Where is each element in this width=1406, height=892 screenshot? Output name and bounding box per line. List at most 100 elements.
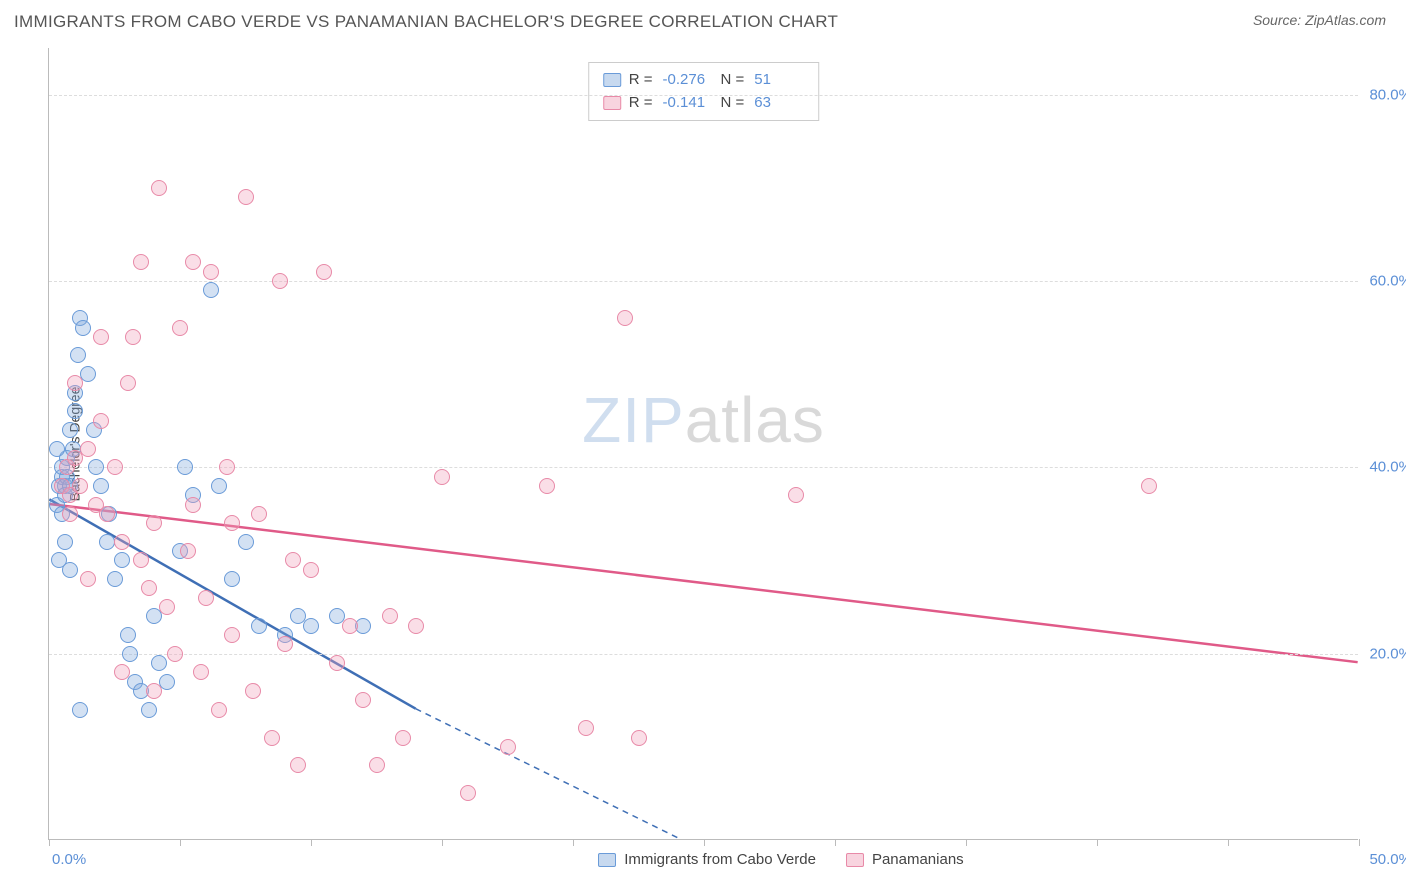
data-point: [382, 608, 398, 624]
data-point: [355, 692, 371, 708]
x-tick: [966, 839, 967, 846]
data-point: [80, 441, 96, 457]
source-label: Source: ZipAtlas.com: [1253, 12, 1386, 28]
data-point: [72, 702, 88, 718]
legend-label-pink: Panamanians: [872, 851, 964, 868]
swatch-pink-icon: [846, 853, 864, 867]
y-tick-label: 60.0%: [1369, 272, 1406, 289]
data-point: [114, 534, 130, 550]
x-tick: [180, 839, 181, 846]
data-point: [133, 254, 149, 270]
data-point: [107, 571, 123, 587]
x-tick: [1228, 839, 1229, 846]
data-point: [1141, 478, 1157, 494]
data-point: [151, 655, 167, 671]
data-point: [316, 264, 332, 280]
data-point: [125, 329, 141, 345]
stat-r-label: R =: [629, 69, 653, 92]
data-point: [180, 543, 196, 559]
data-point: [70, 347, 86, 363]
data-point: [107, 459, 123, 475]
data-point: [185, 254, 201, 270]
data-point: [631, 730, 647, 746]
data-point: [193, 664, 209, 680]
data-point: [172, 320, 188, 336]
data-point: [93, 329, 109, 345]
data-point: [146, 515, 162, 531]
data-point: [369, 757, 385, 773]
data-point: [88, 459, 104, 475]
data-point: [114, 664, 130, 680]
x-tick: [1097, 839, 1098, 846]
data-point: [617, 310, 633, 326]
data-point: [93, 478, 109, 494]
watermark: ZIPatlas: [582, 383, 825, 457]
x-tick: [311, 839, 312, 846]
gridline: [49, 654, 1358, 655]
stat-n-value-blue: 51: [754, 69, 804, 92]
legend-item-blue: Immigrants from Cabo Verde: [598, 851, 816, 868]
data-point: [120, 627, 136, 643]
data-point: [460, 785, 476, 801]
x-tick: [1359, 839, 1360, 846]
data-point: [67, 403, 83, 419]
data-point: [122, 646, 138, 662]
regression-lines: [49, 48, 1358, 839]
data-point: [99, 506, 115, 522]
data-point: [167, 646, 183, 662]
data-point: [49, 441, 65, 457]
x-tick: [704, 839, 705, 846]
gridline: [49, 95, 1358, 96]
data-point: [146, 683, 162, 699]
data-point: [203, 264, 219, 280]
x-axis-min-label: 0.0%: [52, 851, 86, 868]
data-point: [203, 282, 219, 298]
data-point: [62, 506, 78, 522]
x-axis-max-label: 50.0%: [1369, 851, 1406, 868]
data-point: [114, 552, 130, 568]
data-point: [185, 497, 201, 513]
data-point: [264, 730, 280, 746]
data-point: [408, 618, 424, 634]
x-tick: [49, 839, 50, 846]
data-point: [329, 655, 345, 671]
data-point: [62, 562, 78, 578]
data-point: [290, 757, 306, 773]
data-point: [251, 618, 267, 634]
data-point: [342, 618, 358, 634]
data-point: [224, 627, 240, 643]
data-point: [285, 552, 301, 568]
legend-stats: R = -0.276 N = 51 R = -0.141 N = 63: [588, 62, 820, 121]
stat-n-label: N =: [721, 69, 745, 92]
data-point: [500, 739, 516, 755]
swatch-pink-icon: [603, 96, 621, 110]
data-point: [211, 702, 227, 718]
gridline: [49, 281, 1358, 282]
data-point: [72, 478, 88, 494]
data-point: [303, 618, 319, 634]
data-point: [219, 459, 235, 475]
data-point: [578, 720, 594, 736]
y-tick-label: 80.0%: [1369, 86, 1406, 103]
data-point: [251, 506, 267, 522]
chart-container: Bachelor's Degree ZIPatlas R = -0.276 N …: [48, 48, 1358, 840]
data-point: [539, 478, 555, 494]
y-tick-label: 20.0%: [1369, 645, 1406, 662]
data-point: [245, 683, 261, 699]
data-point: [224, 571, 240, 587]
data-point: [141, 580, 157, 596]
data-point: [211, 478, 227, 494]
data-point: [159, 599, 175, 615]
data-point: [434, 469, 450, 485]
data-point: [238, 534, 254, 550]
x-tick: [442, 839, 443, 846]
data-point: [272, 273, 288, 289]
plot-area: Bachelor's Degree ZIPatlas R = -0.276 N …: [48, 48, 1358, 840]
gridline: [49, 467, 1358, 468]
data-point: [141, 702, 157, 718]
legend-item-pink: Panamanians: [846, 851, 964, 868]
chart-title: IMMIGRANTS FROM CABO VERDE VS PANAMANIAN…: [14, 12, 838, 32]
data-point: [93, 413, 109, 429]
y-tick-label: 40.0%: [1369, 459, 1406, 476]
data-point: [75, 320, 91, 336]
